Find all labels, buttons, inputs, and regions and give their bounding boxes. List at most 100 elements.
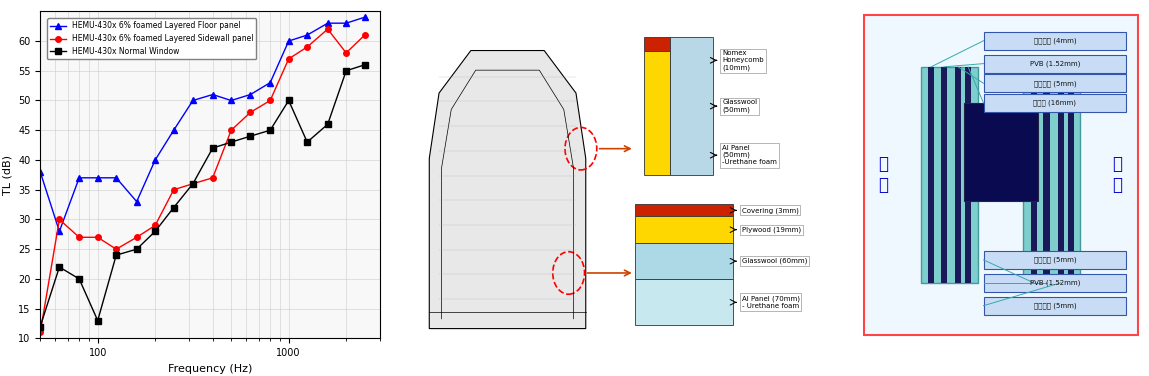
Text: 강화유리 (5mm): 강화유리 (5mm): [1033, 256, 1077, 263]
Bar: [1031, 67, 1036, 283]
HEMU-430x 6% foamed Layered Sidewall panel: [109, 247, 123, 252]
Bar: [1067, 67, 1074, 283]
Text: PVB (1.52mm): PVB (1.52mm): [1030, 279, 1080, 286]
HEMU-430x 6% foamed Layered Sidewall panel: [244, 110, 257, 115]
Bar: [964, 103, 1038, 201]
HEMU-430x Normal Window: [206, 146, 219, 150]
HEMU-430x 6% foamed Layered Floor panel: [130, 199, 144, 204]
HEMU-430x 6% foamed Layered Floor panel: [186, 98, 200, 103]
HEMU-430x 6% foamed Layered Floor panel: [321, 21, 334, 26]
Bar: [1043, 67, 1050, 283]
HEMU-430x 6% foamed Layered Sidewall panel: [206, 176, 219, 180]
HEMU-430x 6% foamed Layered Sidewall panel: [148, 223, 162, 227]
Text: 외
측: 외 측: [1112, 155, 1123, 194]
Bar: [920, 67, 978, 283]
HEMU-430x 6% foamed Layered Sidewall panel: [72, 235, 86, 240]
HEMU-430x 6% foamed Layered Sidewall panel: [282, 57, 295, 61]
Text: 강화유리 (5mm): 강화유리 (5mm): [1033, 302, 1077, 309]
Text: Glasswool (60mm): Glasswool (60mm): [742, 258, 807, 264]
Bar: [643, 38, 670, 50]
HEMU-430x 6% foamed Layered Floor panel: [72, 176, 86, 180]
Bar: [984, 55, 1126, 73]
Bar: [941, 67, 947, 283]
HEMU-430x Normal Window: [53, 265, 67, 269]
HEMU-430x Normal Window: [148, 229, 162, 233]
HEMU-430x 6% foamed Layered Sidewall panel: [339, 51, 353, 55]
HEMU-430x 6% foamed Layered Sidewall panel: [357, 33, 371, 37]
Bar: [635, 216, 733, 243]
Bar: [984, 94, 1126, 112]
HEMU-430x 6% foamed Layered Floor panel: [206, 92, 219, 97]
HEMU-430x Normal Window: [282, 98, 295, 103]
HEMU-430x 6% foamed Layered Floor panel: [282, 39, 295, 43]
HEMU-430x 6% foamed Layered Sidewall panel: [33, 330, 47, 335]
Bar: [670, 38, 714, 175]
HEMU-430x Normal Window: [186, 182, 200, 186]
Bar: [984, 297, 1126, 315]
HEMU-430x Normal Window: [321, 122, 334, 127]
Line: HEMU-430x Normal Window: HEMU-430x Normal Window: [38, 62, 368, 329]
HEMU-430x 6% foamed Layered Floor panel: [244, 92, 257, 97]
HEMU-430x 6% foamed Layered Sidewall panel: [300, 45, 314, 49]
Bar: [635, 243, 733, 279]
Bar: [965, 67, 971, 283]
HEMU-430x 6% foamed Layered Sidewall panel: [186, 182, 200, 186]
HEMU-430x Normal Window: [300, 140, 314, 144]
HEMU-430x Normal Window: [224, 140, 238, 144]
HEMU-430x Normal Window: [130, 247, 144, 252]
Polygon shape: [430, 50, 586, 329]
HEMU-430x 6% foamed Layered Floor panel: [263, 80, 277, 85]
Bar: [984, 251, 1126, 269]
Bar: [984, 74, 1126, 92]
Text: 강화유리 (5mm): 강화유리 (5mm): [1033, 80, 1077, 86]
Bar: [984, 274, 1126, 292]
HEMU-430x Normal Window: [72, 277, 86, 281]
Bar: [984, 32, 1126, 50]
Bar: [1058, 67, 1064, 283]
Text: Plywood (19mm): Plywood (19mm): [742, 226, 801, 233]
HEMU-430x 6% foamed Layered Floor panel: [357, 15, 371, 20]
HEMU-430x 6% foamed Layered Sidewall panel: [91, 235, 105, 240]
HEMU-430x 6% foamed Layered Sidewall panel: [130, 235, 144, 240]
Text: Glasswool
(50mm): Glasswool (50mm): [722, 99, 757, 113]
Text: Covering (3mm): Covering (3mm): [742, 207, 799, 214]
HEMU-430x 6% foamed Layered Floor panel: [148, 158, 162, 162]
Line: HEMU-430x 6% foamed Layered Sidewall panel: HEMU-430x 6% foamed Layered Sidewall pan…: [38, 26, 368, 335]
HEMU-430x Normal Window: [263, 128, 277, 132]
HEMU-430x 6% foamed Layered Sidewall panel: [263, 98, 277, 103]
HEMU-430x 6% foamed Layered Sidewall panel: [224, 128, 238, 132]
Text: Al Panel (70mm)
- Urethane foam: Al Panel (70mm) - Urethane foam: [742, 296, 800, 309]
Bar: [928, 67, 934, 283]
HEMU-430x 6% foamed Layered Floor panel: [33, 170, 47, 174]
HEMU-430x Normal Window: [109, 253, 123, 258]
Text: Al Panel
(50mm)
-Urethane foam: Al Panel (50mm) -Urethane foam: [722, 145, 777, 165]
HEMU-430x Normal Window: [167, 205, 180, 210]
HEMU-430x Normal Window: [339, 68, 353, 73]
Text: Nomex
Honeycomb
(10mm): Nomex Honeycomb (10mm): [722, 50, 764, 71]
HEMU-430x 6% foamed Layered Floor panel: [167, 128, 180, 132]
HEMU-430x 6% foamed Layered Floor panel: [300, 33, 314, 37]
HEMU-430x 6% foamed Layered Floor panel: [91, 176, 105, 180]
X-axis label: Frequency (Hz): Frequency (Hz): [168, 364, 252, 374]
HEMU-430x Normal Window: [244, 134, 257, 138]
Text: 내
측: 내 측: [879, 155, 888, 194]
HEMU-430x 6% foamed Layered Floor panel: [224, 98, 238, 103]
Bar: [955, 67, 962, 283]
Y-axis label: TL (dB): TL (dB): [2, 155, 13, 195]
HEMU-430x 6% foamed Layered Floor panel: [339, 21, 353, 26]
Bar: [635, 204, 733, 216]
Text: PVB (1.52mm): PVB (1.52mm): [1030, 61, 1080, 67]
Bar: [635, 279, 733, 325]
Line: HEMU-430x 6% foamed Layered Floor panel: HEMU-430x 6% foamed Layered Floor panel: [38, 14, 368, 234]
HEMU-430x 6% foamed Layered Sidewall panel: [167, 188, 180, 192]
HEMU-430x 6% foamed Layered Sidewall panel: [53, 217, 67, 222]
HEMU-430x Normal Window: [357, 62, 371, 67]
HEMU-430x Normal Window: [91, 318, 105, 323]
HEMU-430x Normal Window: [33, 324, 47, 329]
Bar: [643, 50, 670, 175]
Legend: HEMU-430x 6% foamed Layered Floor panel, HEMU-430x 6% foamed Layered Sidewall pa: HEMU-430x 6% foamed Layered Floor panel,…: [47, 18, 256, 59]
HEMU-430x 6% foamed Layered Floor panel: [53, 229, 67, 233]
Text: 공기층 (16mm): 공기층 (16mm): [1033, 100, 1077, 106]
HEMU-430x 6% foamed Layered Floor panel: [109, 176, 123, 180]
Text: 강화유리 (4mm): 강화유리 (4mm): [1033, 38, 1077, 44]
